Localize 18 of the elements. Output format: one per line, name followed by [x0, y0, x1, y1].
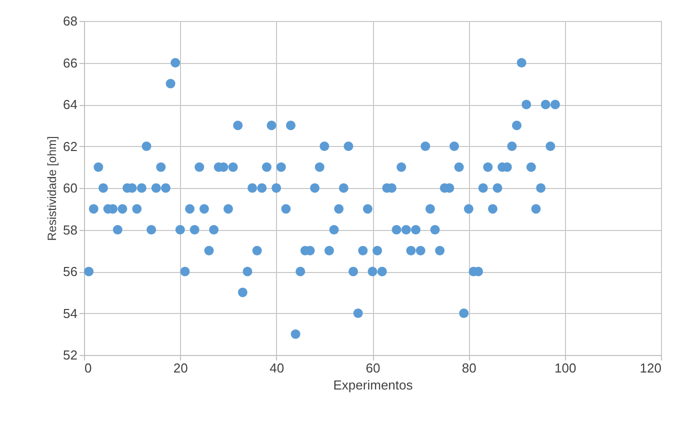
x-tick-label: 120 [640, 360, 662, 376]
x-axis-title: Experimentos [333, 378, 414, 392]
x-tick-label: 100 [554, 360, 576, 376]
x-tick-label: 40 [270, 360, 284, 376]
y-tick-label: 62 [63, 138, 78, 154]
x-tick-label: 0 [84, 360, 92, 376]
y-tick-label: 54 [63, 306, 78, 321]
y-axis-title: Resistividade [ohm] [45, 136, 60, 241]
y-tick-label: 66 [63, 55, 78, 70]
y-tick-label: 52 [63, 348, 78, 362]
x-tick-label: 20 [173, 360, 188, 376]
y-tick-label: 56 [63, 264, 78, 279]
y-tick-label: 68 [63, 14, 78, 28]
y-tick-label: 64 [63, 97, 78, 112]
y-tick-label: 60 [63, 180, 78, 196]
x-tick-label: 60 [366, 360, 380, 376]
x-tick-label: 80 [462, 360, 476, 376]
y-tick-label: 58 [63, 222, 78, 238]
